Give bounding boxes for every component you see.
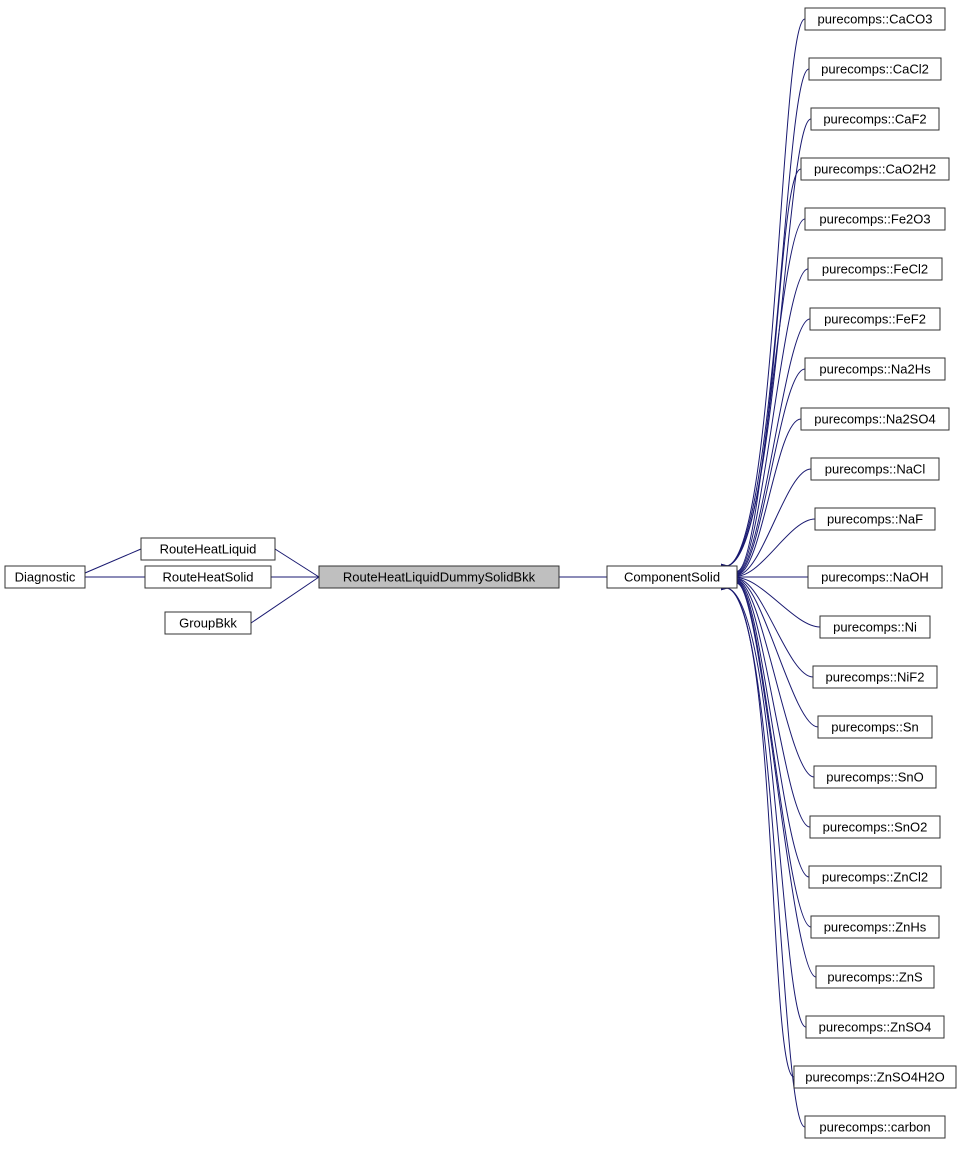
nodes-layer: Diagnostic RouteHeatLiquid RouteHeatSolid G… bbox=[5, 8, 956, 1138]
node-label-CaCl2: purecomps::CaCl2 bbox=[821, 61, 929, 76]
node-FeCl2[interactable]: purecomps::FeCl2 bbox=[808, 258, 942, 280]
node-label-Diagnostic: Diagnostic bbox=[15, 569, 76, 584]
node-ZnSO4H2O[interactable]: purecomps::ZnSO4H2O bbox=[794, 1066, 956, 1088]
node-Fe2O3[interactable]: purecomps::Fe2O3 bbox=[805, 208, 945, 230]
edge-RouteHeatLiquidDummySolidBkk-to-RouteHeatLiquid bbox=[275, 549, 319, 577]
node-FeF2[interactable]: purecomps::FeF2 bbox=[810, 308, 940, 330]
node-RouteHeatSolid[interactable]: RouteHeatSolid bbox=[145, 566, 271, 588]
node-label-SnO: purecomps::SnO bbox=[826, 769, 924, 784]
node-label-Sn: purecomps::Sn bbox=[831, 719, 918, 734]
node-Na2SO4[interactable]: purecomps::Na2SO4 bbox=[801, 408, 949, 430]
node-ZnSO4[interactable]: purecomps::ZnSO4 bbox=[806, 1016, 944, 1038]
node-carbon[interactable]: purecomps::carbon bbox=[805, 1116, 945, 1138]
node-label-CaO2H2: purecomps::CaO2H2 bbox=[814, 161, 936, 176]
edge-CaCl2-to-ComponentSolid bbox=[727, 69, 809, 566]
edge-Fe2O3-to-ComponentSolid bbox=[737, 219, 805, 571]
node-RouteHeatLiquidDummySolidBkk[interactable]: RouteHeatLiquidDummySolidBkk bbox=[319, 566, 559, 588]
node-NaOH[interactable]: purecomps::NaOH bbox=[808, 566, 942, 588]
node-CaF2[interactable]: purecomps::CaF2 bbox=[811, 108, 939, 130]
node-Sn[interactable]: purecomps::Sn bbox=[818, 716, 932, 738]
node-CaCO3[interactable]: purecomps::CaCO3 bbox=[805, 8, 945, 30]
node-label-ZnS: purecomps::ZnS bbox=[827, 969, 923, 984]
node-label-ZnHs: purecomps::ZnHs bbox=[824, 919, 927, 934]
node-GroupBkk[interactable]: GroupBkk bbox=[165, 612, 251, 634]
node-label-RouteHeatSolid: RouteHeatSolid bbox=[162, 569, 253, 584]
node-label-FeCl2: purecomps::FeCl2 bbox=[822, 261, 928, 276]
node-label-NaOH: purecomps::NaOH bbox=[821, 569, 929, 584]
node-ZnS[interactable]: purecomps::ZnS bbox=[816, 966, 934, 988]
node-CaO2H2[interactable]: purecomps::CaO2H2 bbox=[801, 158, 949, 180]
node-label-SnO2: purecomps::SnO2 bbox=[823, 819, 928, 834]
node-SnO[interactable]: purecomps::SnO bbox=[814, 766, 936, 788]
node-label-Na2Hs: purecomps::Na2Hs bbox=[819, 361, 931, 376]
node-label-CaCO3: purecomps::CaCO3 bbox=[818, 11, 933, 26]
node-CaCl2[interactable]: purecomps::CaCl2 bbox=[809, 58, 941, 80]
node-label-Na2SO4: purecomps::Na2SO4 bbox=[814, 411, 935, 426]
node-ComponentSolid[interactable]: ComponentSolid bbox=[607, 566, 737, 588]
node-Na2Hs[interactable]: purecomps::Na2Hs bbox=[805, 358, 945, 380]
node-label-NaF: purecomps::NaF bbox=[827, 511, 923, 526]
edge-ZnSO4-to-ComponentSolid bbox=[727, 588, 806, 1027]
node-ZnHs[interactable]: purecomps::ZnHs bbox=[811, 916, 939, 938]
node-NiF2[interactable]: purecomps::NiF2 bbox=[813, 666, 937, 688]
inheritance-diagram: Diagnostic RouteHeatLiquid RouteHeatSolid G… bbox=[0, 0, 965, 1152]
node-Ni[interactable]: purecomps::Ni bbox=[820, 616, 930, 638]
node-label-RouteHeatLiquid: RouteHeatLiquid bbox=[160, 541, 257, 556]
node-label-ComponentSolid: ComponentSolid bbox=[624, 569, 720, 584]
node-label-ZnSO4H2O: purecomps::ZnSO4H2O bbox=[805, 1069, 944, 1084]
node-label-NaCl: purecomps::NaCl bbox=[825, 461, 926, 476]
node-label-ZnSO4: purecomps::ZnSO4 bbox=[819, 1019, 932, 1034]
node-label-RouteHeatLiquidDummySolidBkk: RouteHeatLiquidDummySolidBkk bbox=[343, 569, 536, 584]
node-label-carbon: purecomps::carbon bbox=[819, 1119, 930, 1134]
node-label-NiF2: purecomps::NiF2 bbox=[826, 669, 925, 684]
node-Diagnostic[interactable]: Diagnostic bbox=[5, 566, 85, 588]
node-NaCl[interactable]: purecomps::NaCl bbox=[811, 458, 939, 480]
node-label-FeF2: purecomps::FeF2 bbox=[824, 311, 926, 326]
node-SnO2[interactable]: purecomps::SnO2 bbox=[810, 816, 940, 838]
node-label-CaF2: purecomps::CaF2 bbox=[823, 111, 926, 126]
node-ZnCl2[interactable]: purecomps::ZnCl2 bbox=[809, 866, 941, 888]
node-label-GroupBkk: GroupBkk bbox=[179, 615, 237, 630]
node-label-Fe2O3: purecomps::Fe2O3 bbox=[819, 211, 930, 226]
node-RouteHeatLiquid[interactable]: RouteHeatLiquid bbox=[141, 538, 275, 560]
node-NaF[interactable]: purecomps::NaF bbox=[815, 508, 935, 530]
edge-ZnHs-to-ComponentSolid bbox=[737, 583, 811, 927]
node-label-Ni: purecomps::Ni bbox=[833, 619, 917, 634]
edge-RouteHeatLiquid-to-Diagnostic bbox=[85, 549, 141, 573]
edge-CaF2-to-ComponentSolid bbox=[727, 119, 811, 566]
node-label-ZnCl2: purecomps::ZnCl2 bbox=[822, 869, 928, 884]
